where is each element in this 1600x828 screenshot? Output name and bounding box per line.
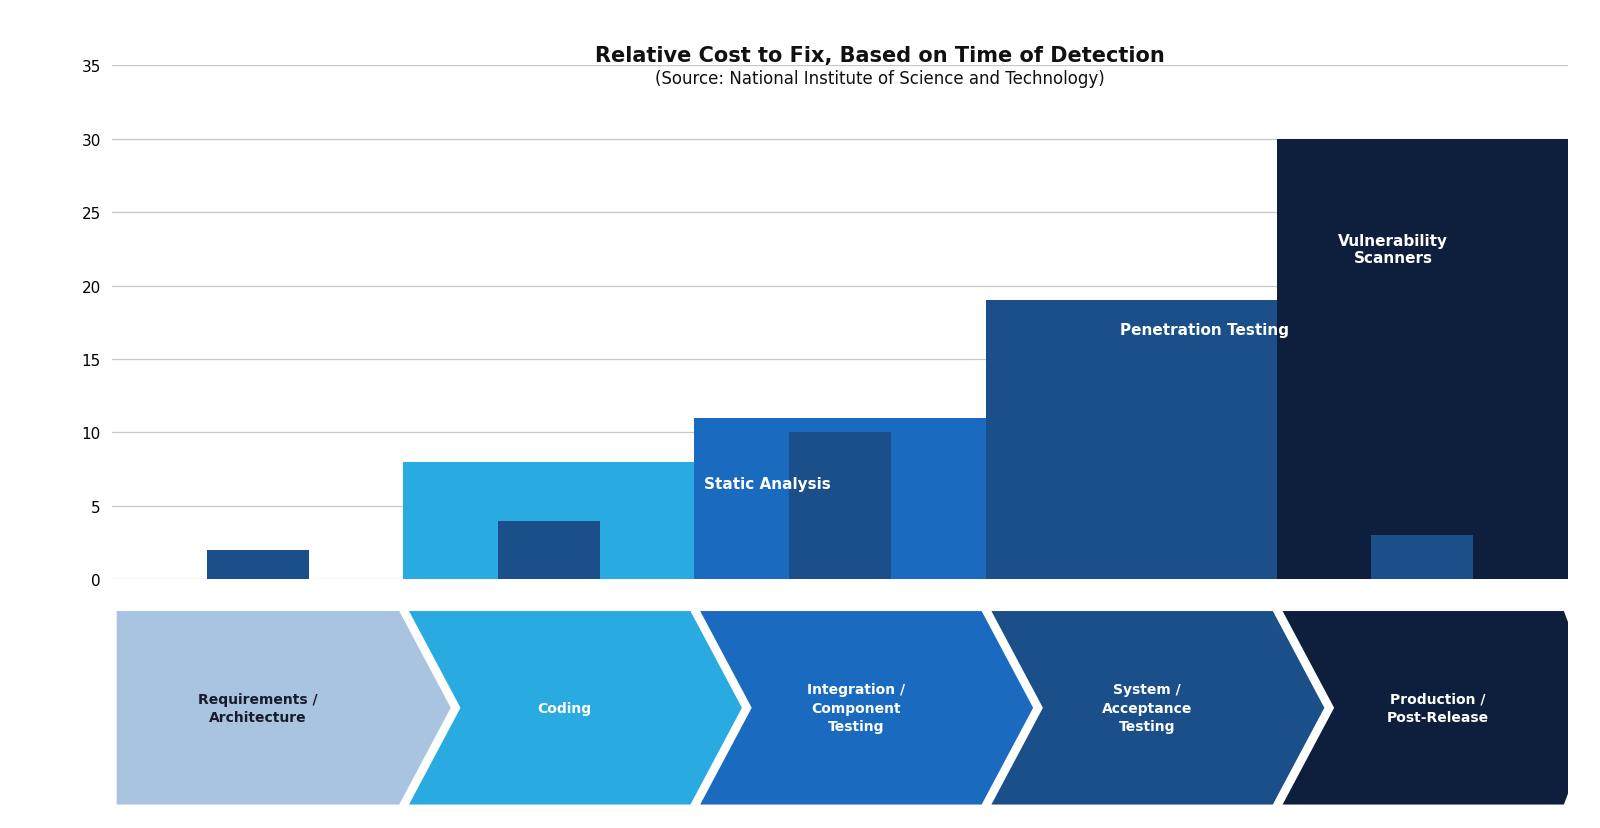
Text: Dynamic Analysis: Dynamic Analysis (765, 389, 915, 404)
Text: Requirements /
Architecture: Requirements / Architecture (198, 691, 317, 724)
Polygon shape (989, 609, 1326, 806)
Polygon shape (698, 609, 1035, 806)
Text: System /
Acceptance
Testing: System / Acceptance Testing (1102, 682, 1192, 734)
Bar (1371, 536, 1474, 580)
Bar (694, 418, 1568, 580)
Text: Static Analysis: Static Analysis (704, 477, 830, 492)
Bar (1080, 521, 1182, 580)
Bar (206, 551, 309, 580)
Polygon shape (406, 609, 744, 806)
Bar (789, 433, 891, 580)
Text: Production /
Post-Release: Production / Post-Release (1387, 691, 1490, 724)
Polygon shape (1280, 609, 1600, 806)
Text: Penetration Testing: Penetration Testing (1120, 323, 1288, 338)
Text: Coding: Coding (538, 701, 592, 715)
Text: Integration /
Component
Testing: Integration / Component Testing (806, 682, 904, 734)
Text: (Source: National Institute of Science and Technology): (Source: National Institute of Science a… (654, 70, 1106, 89)
Text: Relative Cost to Fix, Based on Time of Detection: Relative Cost to Fix, Based on Time of D… (595, 46, 1165, 65)
Bar (986, 301, 1568, 580)
Polygon shape (115, 609, 453, 806)
Bar (1277, 140, 1568, 580)
Bar (498, 521, 600, 580)
Text: Vulnerability
Scanners: Vulnerability Scanners (1338, 233, 1448, 266)
Bar (403, 462, 1277, 580)
